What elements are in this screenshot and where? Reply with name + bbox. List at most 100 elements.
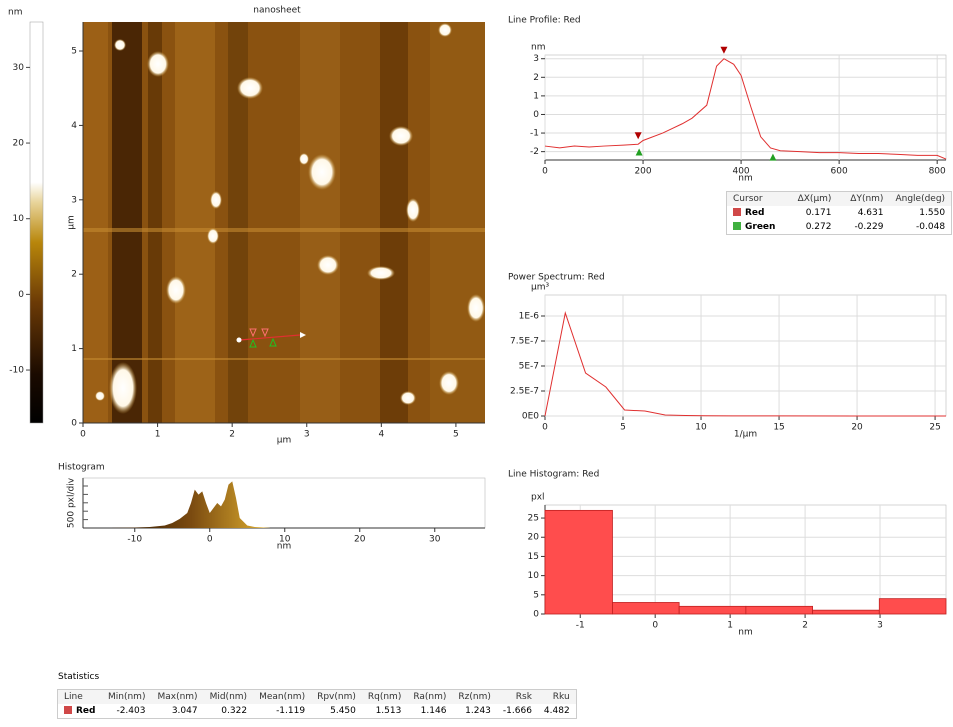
cell-text: -2.403 bbox=[116, 706, 145, 716]
cell-text: Green bbox=[745, 222, 775, 232]
color-swatch bbox=[64, 706, 72, 714]
x-tick-label: 3 bbox=[304, 430, 310, 440]
y-tick-label: 0 bbox=[533, 110, 539, 120]
cell-text: 0.322 bbox=[221, 706, 247, 716]
table-cell: 1.146 bbox=[407, 704, 452, 719]
table-cell: 4.631 bbox=[837, 206, 889, 220]
table-cell: Green bbox=[727, 220, 782, 235]
table-cell: -2.403 bbox=[102, 704, 151, 719]
bar bbox=[545, 510, 612, 614]
cell-text: 5.450 bbox=[330, 706, 356, 716]
x-tick-label: 800 bbox=[929, 167, 946, 177]
table-cell: Max(nm) bbox=[151, 690, 203, 705]
chart-title: Line Histogram: Red bbox=[508, 470, 599, 480]
cell-text: Max(nm) bbox=[157, 692, 197, 702]
table-header: CursorΔX(µm)ΔY(nm)Angle(deg) bbox=[727, 192, 952, 207]
y-tick-label: -10 bbox=[9, 366, 24, 376]
cell-text: ΔY(nm) bbox=[850, 194, 883, 204]
x-tick-label: 20 bbox=[851, 423, 863, 433]
x-tick-label: 5 bbox=[620, 423, 626, 433]
y-tick-label: 20 bbox=[13, 139, 25, 149]
y-tick-label: 3 bbox=[71, 195, 77, 205]
cell-text: -0.048 bbox=[916, 222, 945, 232]
y-tick-label: 4 bbox=[71, 121, 77, 131]
section-title: Statistics bbox=[58, 672, 99, 682]
table-cell: Red bbox=[727, 206, 782, 220]
y-tick-label: -2 bbox=[530, 147, 539, 157]
y-tick-label: 3 bbox=[533, 54, 539, 64]
cell-text: 4.631 bbox=[858, 208, 884, 218]
x-tick-label: 0 bbox=[542, 167, 548, 177]
chart-title: Line Profile: Red bbox=[508, 16, 581, 26]
cell-text: Rku bbox=[553, 692, 570, 702]
screen: nm-100102030nanosheet012345012345µmµmLin… bbox=[0, 0, 953, 727]
cell-text: 1.146 bbox=[421, 706, 447, 716]
x-tick-label: 0 bbox=[542, 423, 548, 433]
table-cell: 1.513 bbox=[362, 704, 407, 719]
y-tick-label: -1 bbox=[530, 129, 539, 139]
table-cell: 1.243 bbox=[452, 704, 496, 719]
table-cell: 0.171 bbox=[781, 206, 837, 220]
y-tick-label: 15 bbox=[528, 552, 539, 562]
bar bbox=[679, 606, 746, 614]
table-row: Red-2.4033.0470.322-1.1195.4501.5131.146… bbox=[58, 704, 577, 719]
y-axis-label: µm bbox=[67, 215, 77, 230]
x-tick-label: -1 bbox=[576, 621, 585, 631]
x-tick-label: -10 bbox=[127, 535, 142, 545]
y-tick-label: 20 bbox=[528, 533, 540, 543]
x-tick-label: 10 bbox=[695, 423, 707, 433]
y-tick-label: 7.5E-7 bbox=[510, 337, 539, 347]
x-tick-label: 4 bbox=[378, 430, 384, 440]
table-cell: -0.229 bbox=[837, 220, 889, 235]
cell-text: Line bbox=[64, 692, 83, 702]
x-tick-label: 0 bbox=[80, 430, 86, 440]
x-axis-label: nm bbox=[277, 542, 291, 552]
y-unit-label: nm bbox=[531, 43, 545, 53]
x-tick-label: 600 bbox=[831, 167, 848, 177]
table-cell: Angle(deg) bbox=[889, 192, 951, 207]
y-tick-label: 2 bbox=[71, 270, 77, 280]
bar bbox=[746, 606, 813, 614]
bar bbox=[612, 602, 679, 614]
y-tick-label: 0 bbox=[71, 419, 77, 429]
colorbar bbox=[30, 22, 43, 423]
x-axis-label: 1/µm bbox=[734, 430, 757, 440]
table-cell: 1.550 bbox=[889, 206, 951, 220]
plot-area bbox=[545, 295, 946, 416]
cell-text: 3.047 bbox=[172, 706, 198, 716]
y-tick-label: 0E0 bbox=[522, 412, 539, 422]
color-swatch bbox=[733, 208, 741, 216]
cell-text: Rpv(nm) bbox=[317, 692, 356, 702]
plot-area bbox=[83, 478, 485, 528]
cell-text: -0.229 bbox=[854, 222, 883, 232]
cell-text: Min(nm) bbox=[108, 692, 145, 702]
cell-text: 0.272 bbox=[806, 222, 832, 232]
cell-text: Rz(nm) bbox=[458, 692, 490, 702]
cell-text: Red bbox=[745, 208, 764, 218]
afm-image bbox=[83, 22, 485, 423]
bar bbox=[813, 610, 880, 614]
chart-title: Histogram bbox=[58, 463, 105, 473]
cell-text: 1.550 bbox=[919, 208, 945, 218]
x-tick-label: 1 bbox=[155, 430, 161, 440]
cell-text: Cursor bbox=[733, 194, 763, 204]
x-tick-label: 0 bbox=[207, 535, 213, 545]
data-line bbox=[545, 313, 946, 416]
table-cell: Cursor bbox=[727, 192, 782, 207]
cell-text: Rq(nm) bbox=[368, 692, 401, 702]
table-cell: Rz(nm) bbox=[452, 690, 496, 705]
table-cell: ΔY(nm) bbox=[837, 192, 889, 207]
table-cell: Min(nm) bbox=[102, 690, 151, 705]
y-tick-label: 1 bbox=[533, 91, 539, 101]
x-tick-label: 5 bbox=[453, 430, 459, 440]
cell-text: -1.119 bbox=[276, 706, 305, 716]
cell-text: Mid(nm) bbox=[210, 692, 247, 702]
y-tick-label: 5 bbox=[533, 590, 539, 600]
bar bbox=[879, 599, 946, 614]
y-unit-label: µm³ bbox=[531, 283, 549, 293]
table-cell: 5.450 bbox=[311, 704, 362, 719]
x-tick-label: 1 bbox=[727, 621, 733, 631]
table-cell: 3.047 bbox=[151, 704, 203, 719]
